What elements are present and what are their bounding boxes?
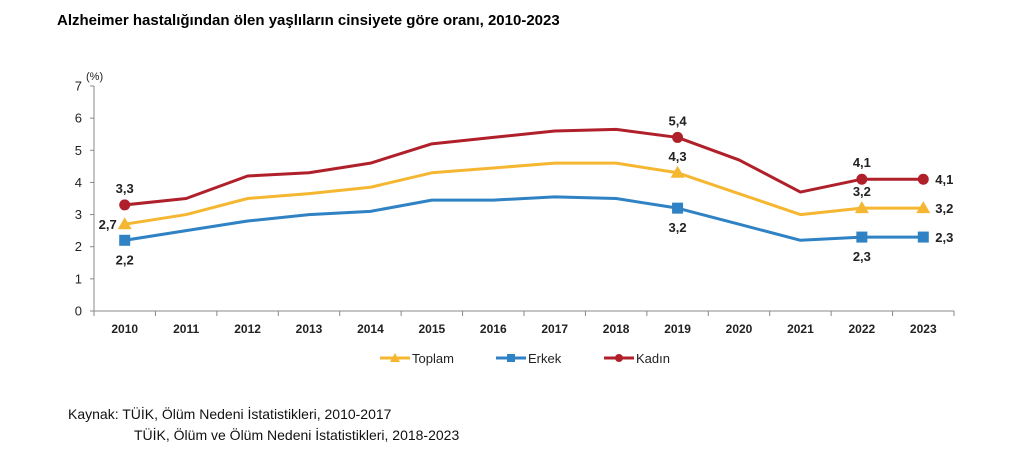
- x-tick-label-2015: 2015: [419, 322, 446, 336]
- marker-kadın-2019: [672, 131, 684, 143]
- x-tick-label-2017: 2017: [541, 322, 568, 336]
- legend-label-kadın: Kadın: [636, 351, 670, 366]
- source-line-1: Kaynak: TÜİK, Ölüm Nedeni İstatistikleri…: [68, 406, 392, 422]
- x-tick-label-2014: 2014: [357, 322, 384, 336]
- marker-erkek-2010: [119, 234, 131, 246]
- x-tick-label-2022: 2022: [849, 322, 876, 336]
- x-tick-label-2016: 2016: [480, 322, 507, 336]
- legend-label-erkek: Erkek: [528, 351, 562, 366]
- marker-toplam-2010: [117, 217, 132, 230]
- data-label-erkek-2022: 2,3: [853, 249, 871, 264]
- y-tick-label: 2: [75, 239, 82, 254]
- series-markers: [117, 131, 931, 246]
- y-tick-label: 5: [75, 143, 82, 158]
- legend: Toplam Erkek Kadın: [380, 351, 670, 366]
- legend-marker-erkek: [507, 354, 515, 362]
- data-label-kadın-2019: 5,4: [669, 113, 688, 128]
- x-tick-label-2012: 2012: [234, 322, 261, 336]
- legend-label-toplam: Toplam: [412, 351, 454, 366]
- y-tick-label: 0: [75, 304, 82, 319]
- source-line-2: TÜİK, Ölüm ve Ölüm Nedeni İstatistikleri…: [134, 427, 460, 443]
- data-label-toplam-2010: 2,7: [99, 217, 117, 232]
- data-label-erkek-2023: 2,3: [935, 230, 953, 245]
- data-label-toplam-2023: 3,2: [935, 201, 953, 216]
- axes: 0 1 2 3 4 5 6 7 (%) 2010 2011 2012 2013 2014 2015 2016 2…: [75, 71, 955, 336]
- legend-marker-toplam: [390, 353, 400, 362]
- marker-toplam-2022: [854, 201, 869, 214]
- y-tick-label: 4: [75, 175, 82, 190]
- source-note: Kaynak: TÜİK, Ölüm Nedeni İstatistikleri…: [68, 404, 459, 446]
- marker-kadın-2022: [856, 173, 868, 185]
- data-label-toplam-2019: 4,3: [669, 149, 687, 164]
- x-tick-label-2010: 2010: [111, 322, 138, 336]
- chart-title: Alzheimer hastalığından ölen yaşlıların …: [57, 12, 560, 29]
- marker-toplam-2023: [916, 201, 931, 214]
- series-line-kadın: [124, 127, 924, 207]
- marker-kadın-2010: [119, 199, 131, 211]
- x-tick-label-2020: 2020: [726, 322, 753, 336]
- x-tick-label-2013: 2013: [296, 322, 323, 336]
- data-label-kadın-2023: 4,1: [935, 172, 953, 187]
- marker-erkek-2022: [856, 231, 868, 243]
- x-tick-label-2021: 2021: [787, 322, 814, 336]
- x-tick-label-2019: 2019: [664, 322, 691, 336]
- y-tick-label: 1: [75, 271, 82, 286]
- legend-item-erkek: Erkek: [496, 351, 562, 366]
- line-chart: 0 1 2 3 4 5 6 7 (%) 2010 2011 2012 2013 2014 2015 2016 2…: [75, 71, 955, 366]
- legend-item-kadın: Kadın: [604, 351, 670, 366]
- data-label-erkek-2019: 3,2: [669, 220, 687, 235]
- series-lines: [124, 127, 924, 242]
- marker-erkek-2023: [917, 231, 929, 243]
- marker-toplam-2019: [670, 165, 685, 178]
- data-label-toplam-2022: 3,2: [853, 184, 871, 199]
- x-tick-label-2018: 2018: [603, 322, 630, 336]
- x-tick-label-2011: 2011: [173, 322, 199, 336]
- data-labels: 2,7 4,3 3,2 3,2 2,2 3,2 2,3 2,3 3,3 5,4 4,1 4,1: [99, 113, 954, 267]
- y-axis-unit: (%): [86, 71, 103, 83]
- legend-marker-kadın: [615, 354, 623, 362]
- y-tick-label: 6: [75, 111, 82, 126]
- data-label-kadın-2010: 3,3: [116, 181, 134, 196]
- x-tick-label-2023: 2023: [910, 322, 937, 336]
- marker-erkek-2019: [672, 202, 684, 214]
- data-label-kadın-2022: 4,1: [853, 155, 871, 170]
- series-line-erkek: [124, 195, 924, 242]
- y-tick-label: 7: [75, 79, 82, 94]
- legend-item-toplam: Toplam: [380, 351, 454, 366]
- y-tick-label: 3: [75, 207, 82, 222]
- series-line-toplam: [124, 161, 924, 226]
- marker-kadın-2023: [917, 173, 929, 185]
- data-label-erkek-2010: 2,2: [116, 252, 134, 267]
